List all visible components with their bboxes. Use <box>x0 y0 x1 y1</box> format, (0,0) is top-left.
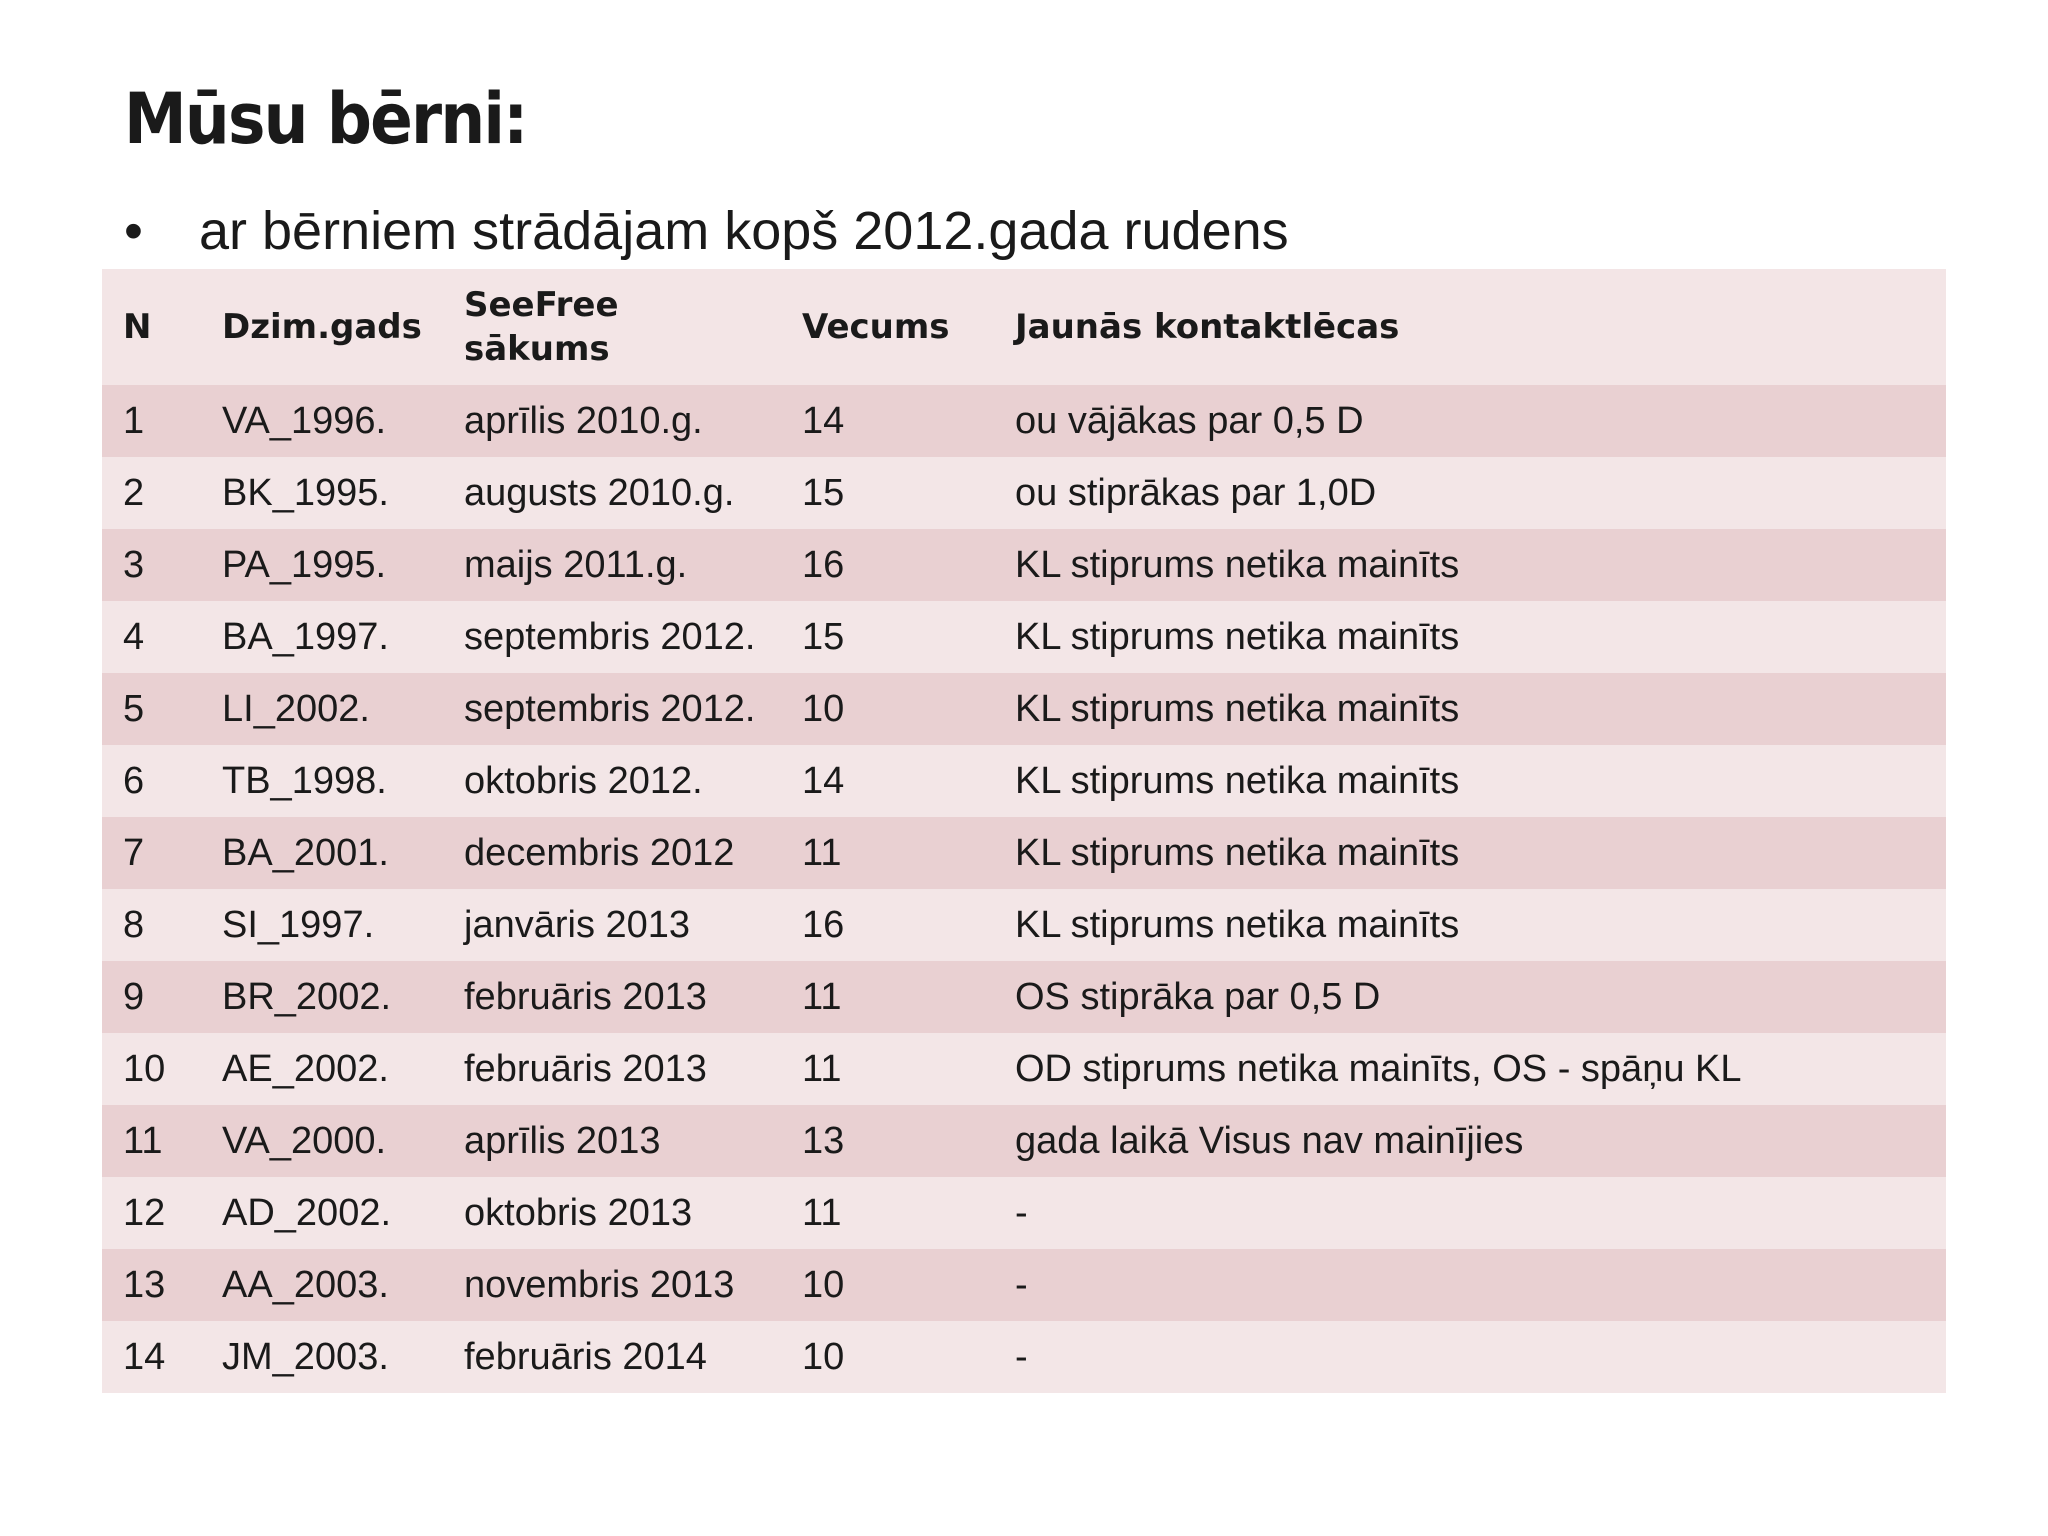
table-cell: - <box>1015 1264 1028 1306</box>
table-cell: 6 <box>123 760 145 802</box>
table-row: 4 BA_1997. septembris 2012. 15 KL stiprums n… <box>102 601 1946 673</box>
table-cell: augusts 2010.g. <box>464 472 735 514</box>
table-cell: 13 <box>802 1120 845 1162</box>
table-cell: 9 <box>123 976 145 1018</box>
table-cell: februāris 2014 <box>464 1336 707 1378</box>
table-row: 3 PA_1995. maijs 2011.g. 16 KL stiprums neti… <box>102 529 1946 601</box>
table-cell: 5 <box>123 688 145 730</box>
header-row: N Dzim.gads SeeFree sākums Vecums Jaunās kon… <box>102 269 1946 385</box>
table-cell: aprīlis 2010.g. <box>464 400 703 442</box>
title: Mūsu bērni: <box>124 78 528 160</box>
table-cell: 11 <box>802 1048 842 1090</box>
table-cell: 11 <box>802 976 842 1018</box>
table-cell: 14 <box>123 1336 166 1378</box>
table-cell: novembris 2013 <box>464 1264 735 1306</box>
table-cell: gada laikā Visus nav mainījies <box>1015 1120 1524 1162</box>
table-cell: KL stiprums netika mainīts <box>1015 616 1460 658</box>
table: N Dzim.gads SeeFree sākums Vecums Jaunās kon… <box>102 269 1946 1393</box>
table-body: 1 VA_1996. aprīlis 2010.g. 14 ou vājākas par… <box>102 385 1946 1393</box>
table-row: 7 BA_2001. decembris 2012 11 KL stiprums net… <box>102 817 1946 889</box>
table-cell: BA_1997. <box>222 616 389 658</box>
column-header: Dzim.gads <box>222 307 422 347</box>
table-cell: 10 <box>802 1336 845 1378</box>
table-cell: septembris 2012. <box>464 616 756 658</box>
table-cell: 2 <box>123 472 145 514</box>
table-cell: ou stiprākas par 1,0D <box>1015 472 1377 514</box>
table-cell: VA_1996. <box>222 400 387 442</box>
table-cell: PA_1995. <box>222 544 387 586</box>
table-cell: 12 <box>123 1192 166 1234</box>
table-row: 5 LI_2002. septembris 2012. 10 KL stiprums n… <box>102 673 1946 745</box>
table-cell: BA_2001. <box>222 832 389 874</box>
table-cell: OS stiprāka par 0,5 D <box>1015 976 1381 1018</box>
table-cell: oktobris 2012. <box>464 760 703 802</box>
table-row: 9 BR_2002. februāris 2013 11 OS stiprāka par… <box>102 961 1946 1033</box>
table-row: 6 TB_1998. oktobris 2012. 14 KL stiprums net… <box>102 745 1946 817</box>
table-cell: VA_2000. <box>222 1120 387 1162</box>
table-cell: - <box>1015 1336 1028 1378</box>
table-cell: ou vājākas par 0,5 D <box>1015 400 1364 442</box>
table-row: 12 AD_2002. oktobris 2013 11 - <box>102 1177 1946 1249</box>
bullet-text: ar bērniem strādājam kopš 2012.gada rude… <box>199 201 1289 261</box>
table-cell: 7 <box>123 832 145 874</box>
table-header: N Dzim.gads SeeFree sākums Vecums Jaunās kon… <box>102 269 1946 385</box>
table-row: 1 VA_1996. aprīlis 2010.g. 14 ou vājākas par… <box>102 385 1946 457</box>
column-header: SeeFree sākums <box>464 285 619 369</box>
table-cell: 11 <box>802 832 842 874</box>
table-cell: 15 <box>802 616 845 658</box>
table-cell: LI_2002. <box>222 688 370 730</box>
table-cell: februāris 2013 <box>464 976 707 1018</box>
table-cell: 10 <box>802 688 845 730</box>
column-header: N <box>123 307 152 347</box>
table-row: 13 AA_2003. novembris 2013 10 - <box>102 1249 1946 1321</box>
table-cell: maijs 2011.g. <box>464 544 688 586</box>
table-cell: 15 <box>802 472 845 514</box>
table-cell: OD stiprums netika mainīts, OS - spāņu K… <box>1015 1048 1742 1090</box>
table-cell: 14 <box>802 400 845 442</box>
column-header: Jaunās kontaktlēcas <box>1015 307 1400 347</box>
table-cell: AD_2002. <box>222 1192 392 1234</box>
table-cell: AE_2002. <box>222 1048 389 1090</box>
table-row: 14 JM_2003. februāris 2014 10 - <box>102 1321 1946 1393</box>
table-cell: 16 <box>802 904 845 946</box>
table-cell: KL stiprums netika mainīts <box>1015 688 1460 730</box>
table-cell: 4 <box>123 616 145 658</box>
table-cell: oktobris 2013 <box>464 1192 693 1234</box>
table-cell: JM_2003. <box>222 1336 389 1378</box>
table-cell: 3 <box>123 544 145 586</box>
table-cell: septembris 2012. <box>464 688 756 730</box>
table-cell: - <box>1015 1192 1028 1234</box>
table-cell: TB_1998. <box>222 760 387 802</box>
table-cell: 11 <box>802 1192 842 1234</box>
table-cell: aprīlis 2013 <box>464 1120 661 1162</box>
table-cell: februāris 2013 <box>464 1048 707 1090</box>
table-cell: 16 <box>802 544 845 586</box>
table-cell: decembris 2012 <box>464 832 735 874</box>
table-cell: KL stiprums netika mainīts <box>1015 904 1460 946</box>
bullet: • ar bērniem strādājam kopš 2012.gada rud… <box>124 201 1289 261</box>
table-cell: 10 <box>123 1048 166 1090</box>
table-cell: BK_1995. <box>222 472 389 514</box>
table-row: 8 SI_1997. janvāris 2013 16 KL stiprums neti… <box>102 889 1946 961</box>
table-cell: 14 <box>802 760 845 802</box>
table-row: 2 BK_1995. augusts 2010.g. 15 ou stiprākas p… <box>102 457 1946 529</box>
table-cell: BR_2002. <box>222 976 392 1018</box>
table-cell: SI_1997. <box>222 904 375 946</box>
table-cell: 13 <box>123 1264 166 1306</box>
table-cell: AA_2003. <box>222 1264 389 1306</box>
table-cell: KL stiprums netika mainīts <box>1015 832 1460 874</box>
table-cell: janvāris 2013 <box>464 904 691 946</box>
table-row: 10 AE_2002. februāris 2013 11 OD stiprums ne… <box>102 1033 1946 1105</box>
table-row: 11 VA_2000. aprīlis 2013 13 gada laikā Visus… <box>102 1105 1946 1177</box>
column-header: Vecums <box>802 307 950 347</box>
table-cell: 11 <box>123 1120 163 1162</box>
table-cell: KL stiprums netika mainīts <box>1015 760 1460 802</box>
table-cell: KL stiprums netika mainīts <box>1015 544 1460 586</box>
table-cell: 10 <box>802 1264 845 1306</box>
table-cell: 1 <box>123 400 145 442</box>
table-cell: 8 <box>123 904 145 946</box>
